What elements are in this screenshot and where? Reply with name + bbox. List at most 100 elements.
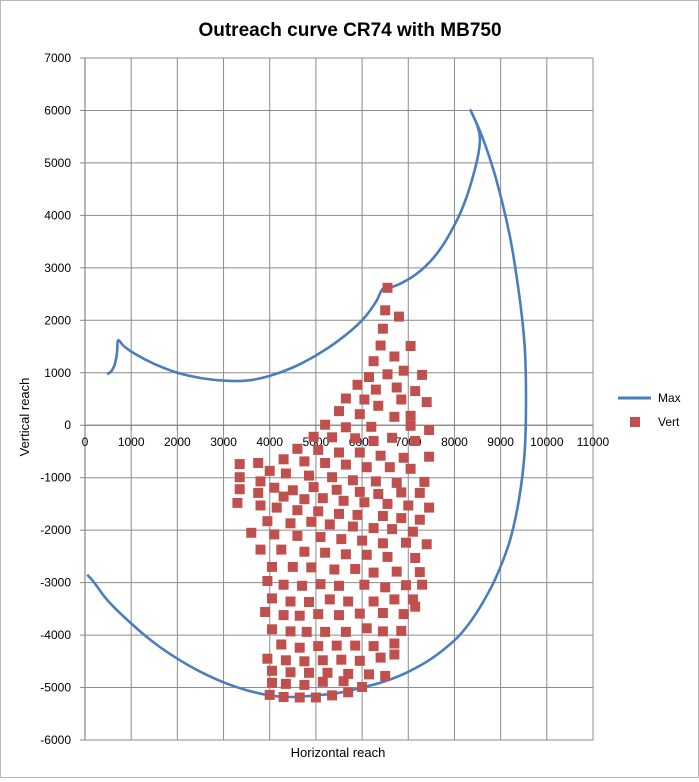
vert-point (419, 476, 430, 487)
vert-point (405, 420, 416, 431)
vert-point (299, 546, 310, 557)
vert-point (327, 690, 338, 701)
y-tick-label: -5000 (40, 681, 71, 695)
x-tick-label: 8000 (441, 435, 468, 449)
vert-point (304, 597, 314, 607)
vert-point (380, 582, 391, 593)
vert-point (377, 323, 388, 334)
vert-point (382, 282, 393, 293)
vert-point (361, 462, 372, 473)
vert-point (354, 486, 365, 497)
vert-point (287, 561, 298, 572)
vert-point (327, 472, 338, 483)
x-tick-label: 1000 (118, 435, 145, 449)
vert-point (375, 652, 386, 663)
vert-point (299, 494, 310, 505)
vert-point (398, 365, 409, 376)
y-tick-label: -4000 (40, 628, 71, 642)
vert-point (294, 610, 305, 621)
vert-point (375, 340, 386, 351)
vert-point (373, 489, 384, 499)
vert-point (334, 610, 344, 621)
vert-point (287, 485, 298, 496)
vert-point (405, 410, 416, 421)
vert-point (255, 476, 266, 487)
vert-point (352, 509, 363, 520)
vert-point (334, 406, 344, 417)
vert-point (320, 626, 331, 637)
vert-point (276, 544, 287, 555)
y-tick-label: -1000 (40, 471, 71, 485)
chart-title: Outreach curve CR74 with MB750 (198, 20, 501, 41)
vert-point (364, 372, 374, 382)
vert-point (389, 351, 400, 362)
vert-point (357, 682, 368, 692)
vert-point (361, 549, 372, 560)
vert-point (354, 409, 365, 420)
vert-point (417, 369, 428, 380)
x-tick-label: 2000 (164, 435, 191, 449)
vert-point (350, 433, 361, 444)
vert-point (398, 609, 409, 620)
vert-point (377, 626, 388, 637)
vert-point (424, 502, 435, 513)
vert-point (403, 500, 414, 511)
vert-point (260, 607, 271, 617)
series-max-line (86, 109, 528, 699)
vert-point (382, 498, 393, 509)
x-tick-label: 9000 (487, 435, 514, 449)
vert-point (373, 400, 384, 411)
vert-point (313, 506, 324, 517)
vert-point (368, 523, 379, 534)
vert-point (391, 477, 402, 488)
vert-point (299, 456, 310, 467)
vert-point (267, 561, 277, 572)
vert-point (232, 497, 243, 508)
vert-point (343, 687, 354, 698)
x-tick-label: 0 (82, 435, 89, 449)
vert-point (267, 624, 277, 635)
x-tick-label: 4000 (256, 435, 283, 449)
vert-point (414, 567, 425, 578)
vert-point (364, 669, 374, 680)
vert-point (370, 476, 381, 487)
vert-point (308, 431, 319, 442)
vert-point (380, 671, 391, 681)
vert-point (278, 579, 289, 590)
vert-point (262, 576, 273, 586)
vert-point (313, 641, 324, 652)
vert-point (294, 642, 305, 653)
vert-point (375, 450, 386, 461)
vert-point (292, 530, 303, 541)
vert-point (350, 564, 361, 574)
vert-point (340, 459, 351, 470)
gridlines (80, 57, 594, 741)
vert-point (269, 482, 280, 493)
vert-point (306, 516, 317, 527)
vert-point (350, 640, 361, 651)
legend-max-label: Max (658, 391, 681, 405)
y-tick-label: -2000 (40, 523, 71, 537)
vert-point (320, 547, 331, 558)
vert-point (234, 459, 245, 470)
vert-point (313, 444, 324, 455)
vert-point (387, 432, 398, 443)
vert-point (405, 463, 416, 474)
vert-point (262, 653, 273, 664)
vert-point (359, 394, 370, 405)
vert-point (278, 491, 289, 502)
vert-point (292, 443, 303, 454)
y-tick-label: 5000 (44, 156, 71, 170)
vert-point (417, 579, 428, 590)
vert-point (329, 564, 340, 575)
vert-point (308, 482, 319, 493)
vert-point (334, 580, 344, 591)
vert-point (285, 626, 296, 637)
vert-point (278, 454, 289, 465)
y-tick-label: 0 (64, 418, 71, 432)
vert-point (317, 493, 328, 504)
vert-point (315, 532, 326, 542)
vert-point (389, 411, 400, 422)
